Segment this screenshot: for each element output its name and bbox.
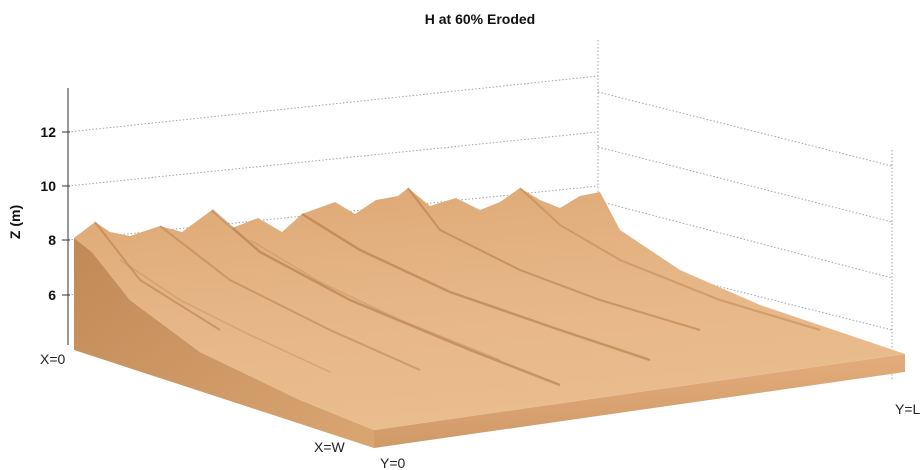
z-tick-label: 10 (40, 178, 56, 194)
y-end-label: Y=L (895, 401, 921, 417)
x-end-label: X=W (314, 439, 346, 455)
y-start-label: Y=0 (380, 455, 406, 470)
z-tick-label: 6 (48, 287, 56, 303)
chart-title: H at 60% Eroded (425, 11, 535, 27)
z-tick-label: 12 (40, 124, 56, 140)
z-tick-label: 8 (48, 232, 56, 248)
x-start-label: X=0 (40, 351, 66, 367)
z-axis-label: Z (m) (7, 205, 23, 239)
terrain-surface (74, 187, 905, 448)
z-axis: 6 8 10 12 Z (m) (7, 88, 70, 345)
corner-labels: X=0 X=W Y=0 Y=L (40, 351, 921, 470)
